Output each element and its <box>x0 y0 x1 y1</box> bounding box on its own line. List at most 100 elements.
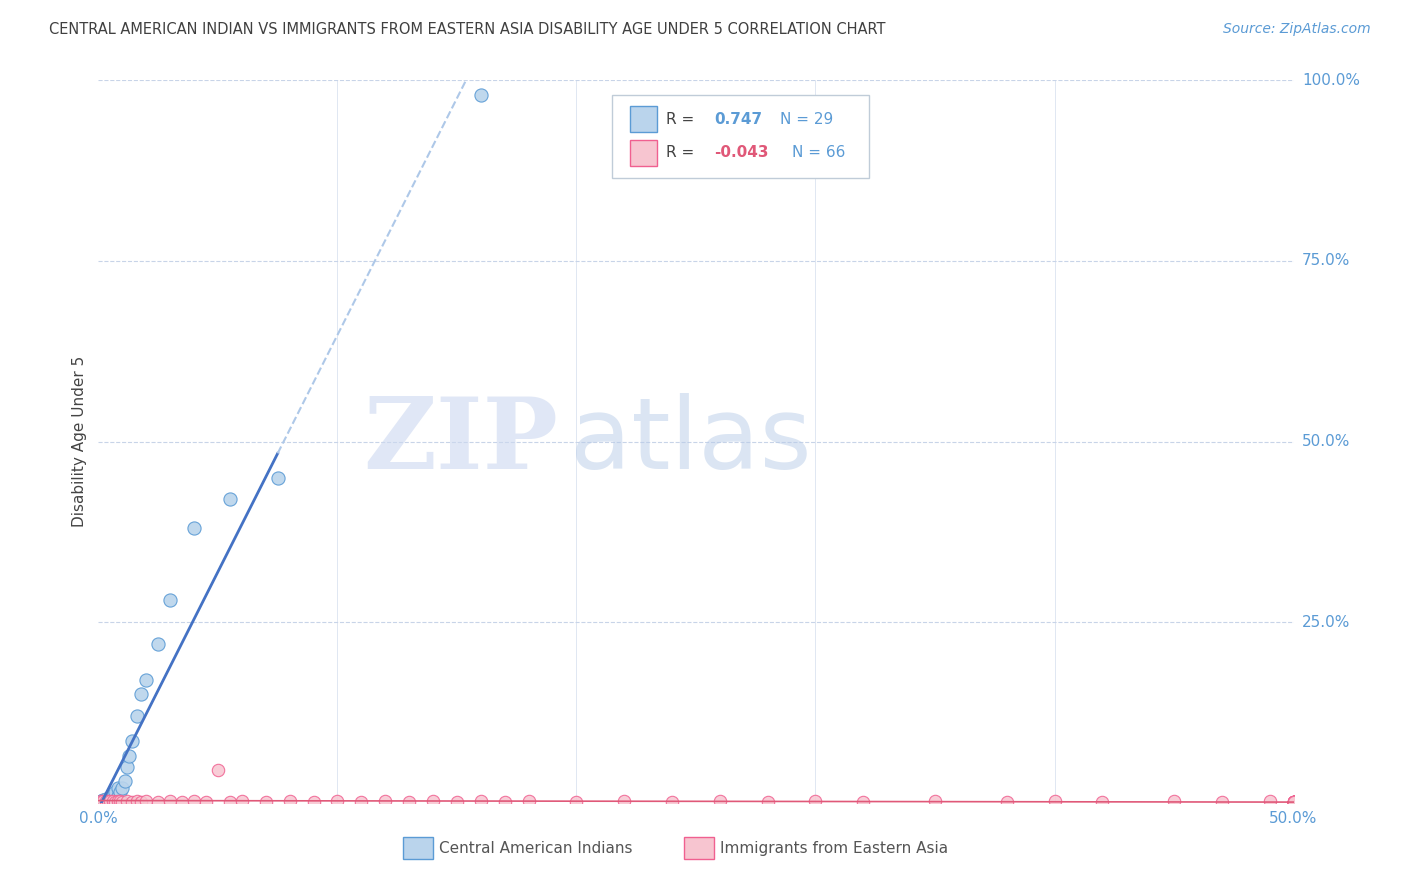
Point <box>1282 795 1305 809</box>
Point <box>115 794 138 808</box>
Point <box>422 794 444 808</box>
Point <box>470 794 492 808</box>
Point <box>1282 795 1305 809</box>
Point <box>470 87 492 102</box>
Point <box>107 781 129 796</box>
Point <box>94 794 117 808</box>
Point <box>1282 795 1305 809</box>
Point <box>1282 795 1305 809</box>
Point <box>108 785 131 799</box>
Text: 50.0%: 50.0% <box>1270 811 1317 826</box>
Point <box>94 792 117 806</box>
Point <box>1282 795 1305 809</box>
Point <box>924 794 946 808</box>
Text: N = 29: N = 29 <box>779 112 832 127</box>
Text: 0.747: 0.747 <box>714 112 762 127</box>
Point <box>91 794 114 808</box>
Text: R =: R = <box>666 112 695 127</box>
Point <box>1282 795 1305 809</box>
Point <box>254 795 277 809</box>
Point <box>1282 795 1305 809</box>
Point <box>494 795 516 809</box>
Point <box>804 794 827 808</box>
Point <box>1282 795 1305 809</box>
Point <box>101 789 124 803</box>
Point <box>148 795 170 809</box>
Text: -0.043: -0.043 <box>714 145 769 160</box>
Point <box>125 709 148 723</box>
Text: 75.0%: 75.0% <box>1302 253 1350 268</box>
Point <box>118 748 141 763</box>
Point <box>107 794 129 808</box>
Point <box>104 795 127 809</box>
FancyBboxPatch shape <box>613 95 869 178</box>
Point <box>1282 795 1305 809</box>
Point <box>121 734 143 748</box>
Point <box>108 794 131 808</box>
Point <box>374 794 396 808</box>
Point <box>98 790 122 805</box>
Text: R =: R = <box>666 145 695 160</box>
Point <box>446 795 468 809</box>
Point <box>613 794 636 808</box>
Point <box>852 795 875 809</box>
Point <box>148 637 170 651</box>
Text: CENTRAL AMERICAN INDIAN VS IMMIGRANTS FROM EASTERN ASIA DISABILITY AGE UNDER 5 C: CENTRAL AMERICAN INDIAN VS IMMIGRANTS FR… <box>49 22 886 37</box>
Bar <box>630 106 657 132</box>
Point <box>111 781 134 796</box>
Point <box>104 790 127 805</box>
Point <box>756 795 779 809</box>
Point <box>1091 795 1114 809</box>
Point <box>131 687 153 701</box>
Point <box>97 793 120 807</box>
Point <box>207 764 229 778</box>
Text: ZIP: ZIP <box>364 393 558 490</box>
Y-axis label: Disability Age Under 5: Disability Age Under 5 <box>72 356 87 527</box>
Text: Source: ZipAtlas.com: Source: ZipAtlas.com <box>1223 22 1371 37</box>
Point <box>709 794 731 808</box>
Point <box>350 795 373 809</box>
Point <box>111 795 134 809</box>
Point <box>125 794 148 808</box>
Point <box>1282 795 1305 809</box>
Point <box>995 795 1018 809</box>
Point <box>1282 795 1305 809</box>
Point <box>1282 795 1305 809</box>
Point <box>131 795 153 809</box>
Point <box>135 794 157 808</box>
Point <box>219 492 242 507</box>
Point <box>94 794 117 808</box>
Point <box>1282 795 1305 809</box>
Point <box>302 795 325 809</box>
Point <box>1282 795 1305 809</box>
Point <box>104 785 127 799</box>
Point <box>398 795 420 809</box>
Text: 0.0%: 0.0% <box>79 811 118 826</box>
Point <box>114 774 136 789</box>
Text: 50.0%: 50.0% <box>1302 434 1350 449</box>
Point <box>159 593 181 607</box>
Point <box>565 795 588 809</box>
Text: atlas: atlas <box>571 393 813 490</box>
Text: Immigrants from Eastern Asia: Immigrants from Eastern Asia <box>720 841 948 855</box>
Point <box>98 792 122 806</box>
Point <box>267 470 290 484</box>
Point <box>91 794 114 808</box>
Point <box>517 794 540 808</box>
Point <box>661 795 683 809</box>
Point <box>98 794 122 808</box>
Point <box>107 789 129 803</box>
Point <box>1043 794 1066 808</box>
Bar <box>630 139 657 166</box>
Point <box>135 673 157 687</box>
Point <box>278 794 301 808</box>
Bar <box>404 838 433 859</box>
Point <box>195 795 218 809</box>
Bar <box>685 838 714 859</box>
Text: 25.0%: 25.0% <box>1302 615 1350 630</box>
Point <box>90 794 112 808</box>
Point <box>159 794 181 808</box>
Point <box>219 795 242 809</box>
Point <box>326 794 349 808</box>
Point <box>1258 794 1281 808</box>
